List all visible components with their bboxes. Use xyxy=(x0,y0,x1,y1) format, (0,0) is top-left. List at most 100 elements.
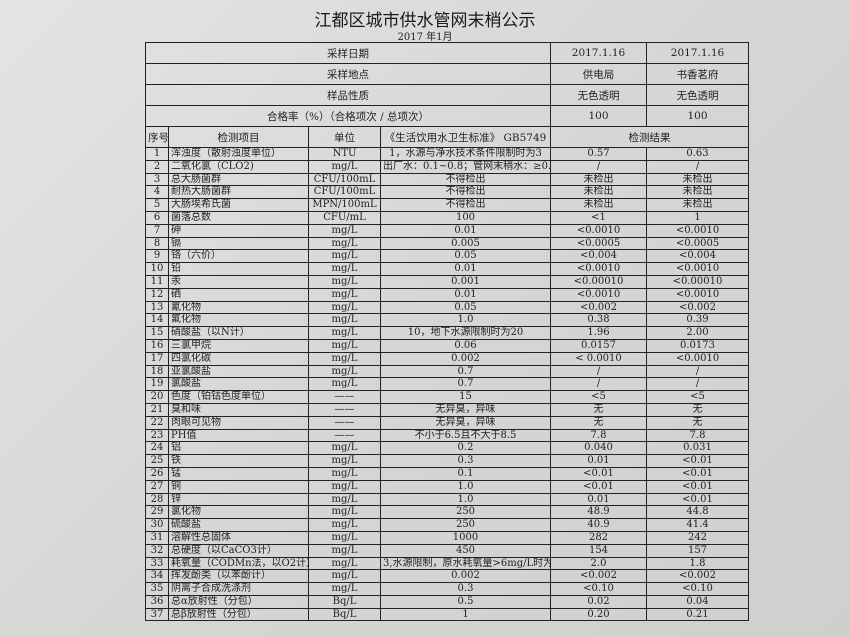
row-item: 肉眼可见物 xyxy=(168,415,309,430)
row-standard: 100 xyxy=(380,210,551,225)
table-row: 25 铁 mg/L 0.3 0.01 <0.01 xyxy=(145,454,749,468)
row-result-2: 157 xyxy=(646,543,749,558)
header-result: 检测结果 xyxy=(550,126,749,148)
row-result-2: 0.39 xyxy=(646,313,749,328)
row-no: 24 xyxy=(145,441,169,456)
table-row: 7 砷 mg/L 0.01 <0.0010 <0.0010 xyxy=(145,223,749,238)
row-result-1: 0.02 xyxy=(550,594,647,609)
table-row: 15 硝酸盐（以N计） mg/L 10，地下水源限制时为20 1.96 2.00 xyxy=(145,326,749,340)
info-row: 合格率（%）（合格项次 / 总项次） 100 100 xyxy=(145,105,749,127)
table-row: 21 臭和味 —— 无异臭，异味无无 xyxy=(145,402,749,417)
table-row: 22 肉眼可见物 —— 无异臭，异味无无 xyxy=(145,415,749,430)
row-standard: 无异臭，异味 xyxy=(380,402,551,417)
row-item: 总α放射性（分包） xyxy=(168,594,309,609)
row-result-1: <5 xyxy=(550,390,647,404)
row-no: 35 xyxy=(145,582,169,596)
row-no: 5 xyxy=(145,198,169,212)
row-unit: mg/L xyxy=(308,262,381,276)
row-standard: 1.0 xyxy=(380,479,551,494)
row-unit: mg/L xyxy=(308,492,381,507)
info-value-2: 2017.1.16 xyxy=(646,42,749,64)
table-row: 33 耗氧量（CODMn法，以O2计） mg/L 3,水源限制，原水耗氧量>6mg/L… xyxy=(145,556,749,571)
row-result-2: 无 xyxy=(646,402,749,417)
row-standard: 1000 xyxy=(380,530,551,545)
row-result-2: 0.031 xyxy=(646,441,749,456)
row-result-1: 7.8 xyxy=(550,428,647,443)
row-result-1: < 0.0010 xyxy=(550,351,647,366)
table-row: 17 四氯化碳 mg/L 0.002 < 0.0010 <0.0010 xyxy=(145,351,749,366)
row-standard: 1.0 xyxy=(380,313,551,328)
row-result-1: / xyxy=(550,377,647,392)
results-table: 采样日期 2017.1.16 2017.1.16 采样地点 供电局 书香茗府 样品性质 无色透… xyxy=(145,42,749,622)
row-unit: mg/L xyxy=(308,249,381,264)
row-result-2: 242 xyxy=(646,530,749,545)
row-item: 大肠埃希氏菌 xyxy=(168,198,309,212)
row-standard: 0.001 xyxy=(380,274,551,289)
row-unit: NTU xyxy=(308,147,381,161)
row-item: 菌落总数 xyxy=(168,210,309,225)
row-result-1: 无 xyxy=(550,402,647,417)
table-row: 11 汞 mg/L 0.001 <0.00010 <0.00010 xyxy=(145,274,749,289)
row-result-1: 282 xyxy=(550,530,647,545)
row-unit: —— xyxy=(308,428,381,443)
row-no: 32 xyxy=(145,543,169,558)
row-result-2: <0.0010 xyxy=(646,262,749,276)
row-no: 33 xyxy=(145,556,169,571)
row-unit: mg/L xyxy=(308,364,381,379)
row-result-2: <0.01 xyxy=(646,454,749,468)
row-result-2: <0.002 xyxy=(646,300,749,315)
table-row: 31 溶解性总固体 mg/L 1000 282 242 xyxy=(145,530,749,545)
row-result-2: 0.04 xyxy=(646,594,749,609)
info-value-1: 100 xyxy=(550,105,647,127)
row-item: 砷 xyxy=(168,223,309,238)
row-unit: CFU/mL xyxy=(308,210,381,225)
row-result-1: 无 xyxy=(550,415,647,430)
row-item: 臭和味 xyxy=(168,402,309,417)
row-no: 28 xyxy=(145,492,169,507)
row-result-1: 0.01 xyxy=(550,492,647,507)
row-unit: mg/L xyxy=(308,569,381,584)
info-value-1: 无色透明 xyxy=(550,84,647,106)
row-result-1: / xyxy=(550,364,647,379)
row-item: 氯化物 xyxy=(168,505,309,520)
row-result-2: 1 xyxy=(646,210,749,225)
row-result-2: <0.01 xyxy=(646,492,749,507)
table-row: 36 总α放射性（分包） Bq/L 0.5 0.02 0.04 xyxy=(145,594,749,609)
table-row: 3 总大肠菌群 CFU/100mL 不得检出 未检出 未检出 xyxy=(145,172,749,187)
row-standard: 不得检出 xyxy=(380,172,551,187)
row-standard: 不得检出 xyxy=(380,185,551,200)
row-standard: 0.05 xyxy=(380,249,551,264)
row-no: 30 xyxy=(145,518,169,532)
row-no: 10 xyxy=(145,262,169,276)
row-no: 1 xyxy=(145,147,169,161)
row-unit: Bq/L xyxy=(308,607,381,622)
row-unit: mg/L xyxy=(308,236,381,251)
row-standard: 0.5 xyxy=(380,594,551,609)
row-item: 亚氯酸盐 xyxy=(168,364,309,379)
row-unit: mg/L xyxy=(308,454,381,468)
row-no: 17 xyxy=(145,351,169,366)
row-no: 9 xyxy=(145,249,169,264)
row-no: 13 xyxy=(145,300,169,315)
row-unit: MPN/100mL xyxy=(308,198,381,212)
table-row: 13 氰化物 mg/L 0.05 <0.002 <0.002 xyxy=(145,300,749,315)
info-label: 采样地点 xyxy=(145,63,551,85)
row-result-1: <0.002 xyxy=(550,300,647,315)
row-item: 总硬度（以CaCO3计） xyxy=(168,543,309,558)
table-row: 35 阴离子合成洗涤剂 mg/L 0.3 <0.10 <0.10 xyxy=(145,582,749,596)
table-row: 28 锌 mg/L 1.0 0.01 <0.01 xyxy=(145,492,749,507)
row-no: 29 xyxy=(145,505,169,520)
row-standard: 0.2 xyxy=(380,441,551,456)
row-result-2: <0.01 xyxy=(646,466,749,481)
row-standard: 1.0 xyxy=(380,492,551,507)
row-unit: mg/L xyxy=(308,313,381,328)
row-no: 31 xyxy=(145,530,169,545)
info-value-2: 100 xyxy=(646,105,749,127)
row-item: 铬（六价） xyxy=(168,249,309,264)
row-result-2: 2.00 xyxy=(646,326,749,340)
row-result-2: 0.0173 xyxy=(646,338,749,353)
row-item: 汞 xyxy=(168,274,309,289)
row-standard: 0.06 xyxy=(380,338,551,353)
row-standard: 0.7 xyxy=(380,377,551,392)
row-result-1: / xyxy=(550,159,647,174)
